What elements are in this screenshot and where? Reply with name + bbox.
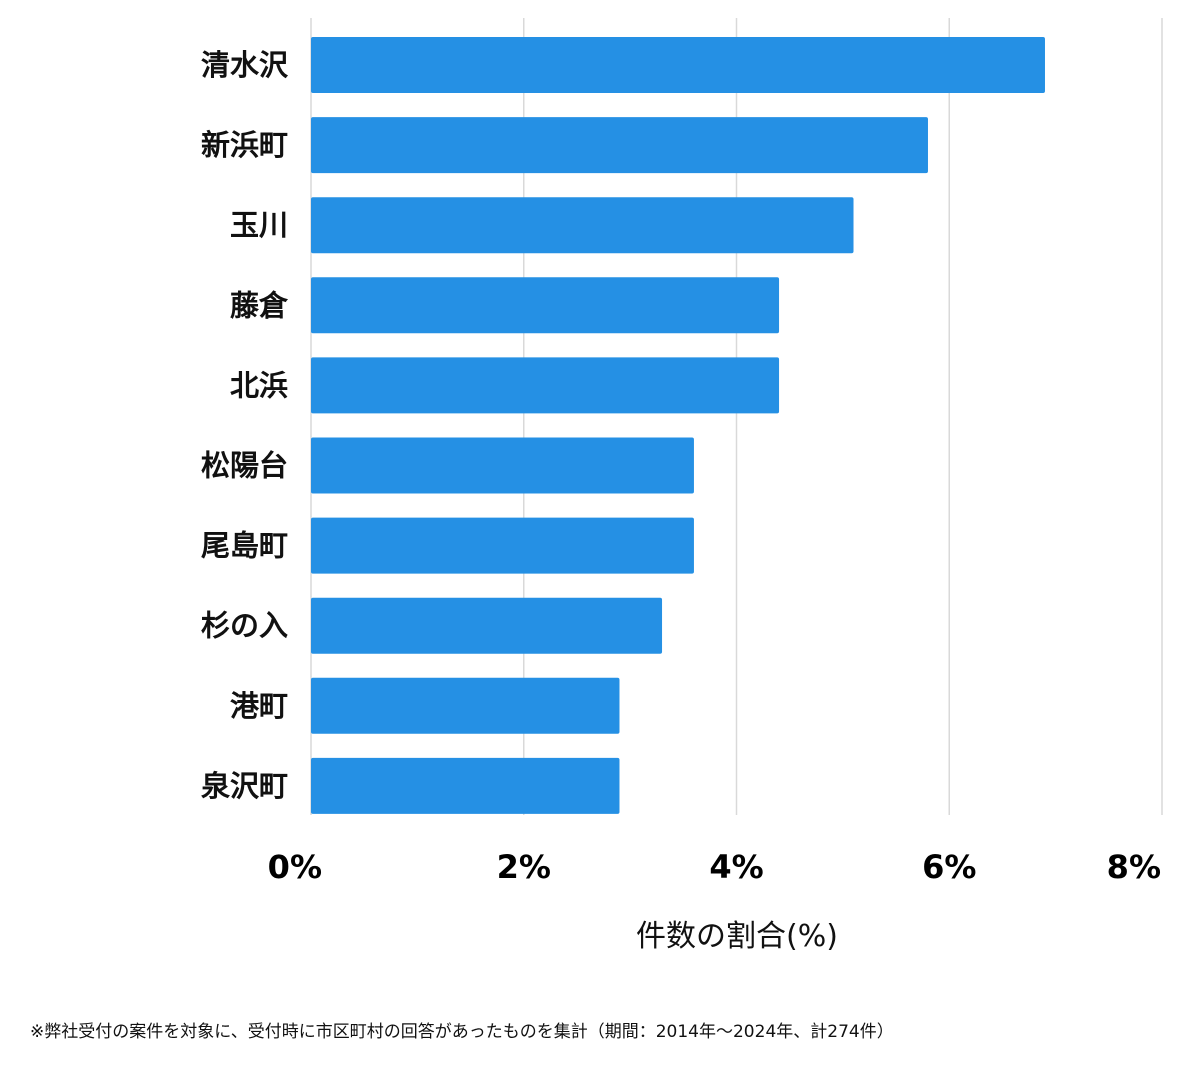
bar (311, 597, 663, 654)
category-label: 玉川 (230, 208, 288, 242)
category-label: 新浜町 (201, 128, 288, 162)
bar (311, 117, 928, 174)
x-tick-label: 8% (1107, 848, 1161, 886)
x-tick-label: 0% (268, 848, 322, 886)
x-tick-label: 2% (497, 848, 551, 886)
bar (311, 517, 694, 574)
x-tick-labels: 0% 2% 4% 6% 8% (268, 848, 1161, 886)
x-tick-label: 4% (709, 848, 763, 886)
x-tick-label: 6% (922, 848, 976, 886)
x-axis-title: 件数の割合(%) (636, 919, 838, 954)
category-label: 杉の入 (201, 609, 288, 643)
bar (311, 197, 854, 254)
category-label: 北浜 (230, 368, 288, 402)
category-label: 藤倉 (230, 288, 289, 322)
bar (311, 277, 780, 334)
bar (311, 357, 780, 414)
bar (311, 437, 694, 494)
category-label: 清水沢 (201, 48, 289, 82)
category-label: 泉沢町 (201, 769, 288, 803)
bar (311, 677, 620, 734)
bar (311, 757, 620, 814)
bar (311, 37, 1045, 93)
bars (311, 37, 1045, 814)
category-label: 尾島町 (201, 529, 288, 563)
category-label: 松陽台 (201, 449, 288, 483)
footnote: ※弊社受付の案件を対象に、受付時に市区町村の回答があったものを集計（期間：201… (30, 1022, 894, 1042)
category-label: 港町 (230, 689, 288, 723)
